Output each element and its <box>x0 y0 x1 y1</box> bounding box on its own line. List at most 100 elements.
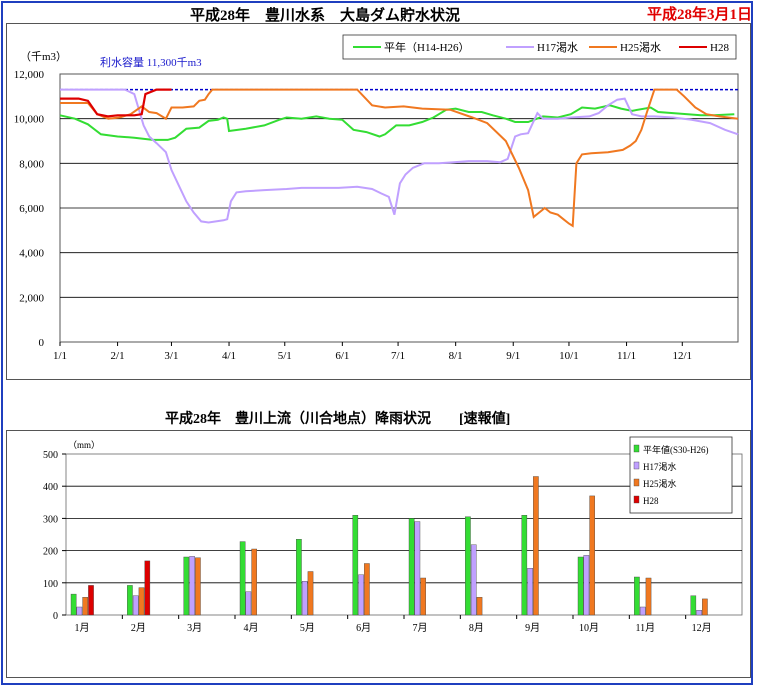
rain-bar <box>634 576 640 616</box>
bar-x-tick-label: 12月 <box>692 622 712 634</box>
legend-label: H28 <box>710 42 729 54</box>
rain-bar <box>195 557 201 616</box>
rain-bar <box>521 515 528 616</box>
bar-x-tick-label: 2月 <box>131 622 146 634</box>
rain-bar <box>690 595 697 616</box>
report-date: 平成28年3月1日 <box>646 7 752 23</box>
x-tick-label: 6/1 <box>335 350 349 362</box>
x-tick-label: 8/1 <box>449 350 463 362</box>
rain-bar <box>301 581 308 616</box>
bar-plot-area <box>65 453 743 616</box>
rain-bar <box>138 587 145 616</box>
y-tick-label: 0 <box>39 337 45 349</box>
bar-legend-swatch <box>633 495 640 504</box>
y-tick-label: 6,000 <box>19 203 44 215</box>
x-tick-label: 4/1 <box>222 350 236 362</box>
bar-legend-swatch <box>633 461 640 470</box>
x-tick-label: 11/1 <box>617 350 636 362</box>
bar-y-tick-label: 0 <box>53 611 58 622</box>
bar-x-tick-label: 11月 <box>636 622 656 634</box>
bar-legend-label: H25渇水 <box>643 478 677 489</box>
y-axis-label: （千m3） <box>20 50 67 63</box>
rain-bar <box>251 548 258 616</box>
y-tick-label: 4,000 <box>19 248 44 260</box>
rain-bar <box>702 598 708 616</box>
rain-bar <box>577 556 584 616</box>
rain-bar <box>420 577 427 616</box>
rain-bar <box>183 556 190 616</box>
x-tick-label: 2/1 <box>111 350 125 362</box>
bar-legend-swatch <box>633 444 640 453</box>
rain-bar <box>88 585 94 616</box>
bar-legend-box <box>629 436 733 514</box>
reservoir-chart-title: 平成28年 豊川水系 大島ダム貯水状況 <box>190 8 461 24</box>
x-tick-label: 9/1 <box>506 350 520 362</box>
y-tick-label: 8,000 <box>19 158 44 170</box>
rain-bar <box>239 541 246 616</box>
rainfall-chart-title: 平成28年 豊川上流（川合地点）降雨状況 [速報値] <box>165 412 511 427</box>
y-tick-label: 2,000 <box>19 292 44 304</box>
rain-bar <box>639 606 646 616</box>
rain-bar <box>245 591 252 616</box>
rain-bar <box>296 539 302 616</box>
x-tick-label: 3/1 <box>164 350 178 362</box>
bar-y-tick-label: 200 <box>43 547 58 558</box>
bar-x-tick-label: 5月 <box>300 622 315 634</box>
rain-bar <box>189 556 195 616</box>
bar-legend-swatch <box>633 478 640 487</box>
bar-legend-label: H17渇水 <box>643 461 677 472</box>
rain-bar <box>470 544 477 616</box>
rain-bar <box>465 516 471 616</box>
x-tick-label: 7/1 <box>391 350 405 362</box>
bar-y-tick-label: 500 <box>43 450 58 461</box>
rain-bar <box>533 476 539 616</box>
capacity-label: 利水容量 11,300千m3 <box>100 55 202 69</box>
bar-x-tick-label: 6月 <box>356 622 371 634</box>
rain-bar <box>589 495 595 616</box>
bar-x-tick-label: 10月 <box>579 622 599 634</box>
rain-bar <box>127 585 133 616</box>
series-line <box>60 88 739 228</box>
rain-bar <box>358 574 364 616</box>
rain-bar <box>527 568 533 616</box>
x-tick-label: 10/1 <box>559 350 579 362</box>
rain-bar <box>583 555 590 616</box>
rain-bar <box>696 610 702 616</box>
bar-y-tick-label: 100 <box>43 579 58 590</box>
y-tick-label: 10,000 <box>14 114 45 126</box>
rain-bar <box>352 515 359 616</box>
bar-x-tick-label: 9月 <box>525 622 540 634</box>
bar-x-tick-label: 1月 <box>75 622 90 634</box>
bar-legend-label: 平年値(S30-H26) <box>643 444 709 455</box>
bar-x-tick-label: 3月 <box>187 622 202 634</box>
rain-bar <box>132 595 139 616</box>
bar-y-axis-label: （mm） <box>68 440 100 450</box>
rain-bar <box>307 571 314 616</box>
rain-bar <box>70 593 77 616</box>
bar-legend-label: H28 <box>643 496 659 506</box>
y-tick-label: 12,000 <box>14 69 45 81</box>
rain-bar <box>364 563 370 616</box>
bar-x-tick-label: 7月 <box>413 622 428 634</box>
rain-bar <box>476 597 483 616</box>
x-tick-label: 5/1 <box>278 350 292 362</box>
bar-x-tick-label: 4月 <box>244 622 259 634</box>
legend-label: 平年（H14-H26） <box>384 40 470 54</box>
bar-y-tick-label: 300 <box>43 514 58 525</box>
legend-label: H17渇水 <box>537 41 578 54</box>
legend-box <box>342 34 737 60</box>
rain-bar <box>414 521 421 616</box>
rain-bar <box>408 518 415 616</box>
legend-label: H25渇水 <box>620 41 661 54</box>
x-tick-label: 12/1 <box>672 350 692 362</box>
bar-x-tick-label: 8月 <box>469 622 484 634</box>
series-line <box>60 88 739 224</box>
x-tick-label: 1/1 <box>53 350 67 362</box>
rain-bar <box>645 577 652 616</box>
rain-bar <box>82 597 88 616</box>
rain-bar <box>144 560 151 616</box>
rain-bar <box>76 606 83 616</box>
bar-y-tick-label: 400 <box>43 482 58 493</box>
